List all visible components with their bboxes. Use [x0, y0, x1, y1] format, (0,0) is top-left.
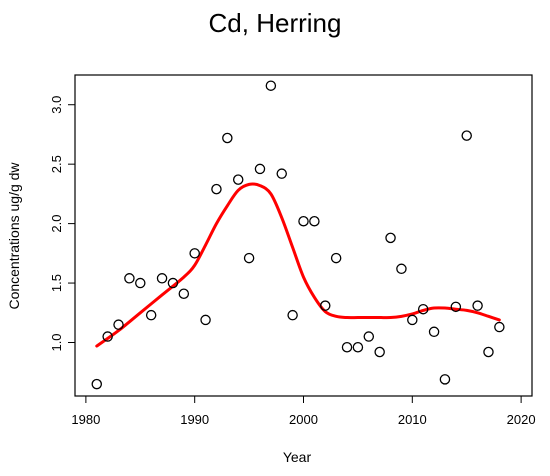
data-point: [341, 342, 353, 353]
data-point: [483, 346, 494, 358]
data-point: [428, 326, 440, 338]
data-point: [494, 321, 505, 333]
data-point: [124, 273, 135, 284]
data-point: [385, 232, 396, 244]
data-point: [320, 300, 331, 311]
data-point: [200, 314, 211, 326]
data-point: [189, 248, 200, 259]
data-point: [450, 301, 462, 313]
trend-line: [95, 182, 501, 348]
x-axis-label: Year: [283, 449, 312, 465]
chart-title: Cd, Herring: [208, 8, 342, 38]
data-point: [156, 273, 168, 284]
data-point: [145, 309, 157, 321]
data-point: [178, 288, 190, 300]
data-point: [232, 174, 244, 185]
data-point: [298, 215, 309, 227]
data-point: [102, 331, 113, 342]
x-tick-label: 2010: [398, 412, 427, 427]
data-point: [91, 378, 103, 390]
x-tick-label: 1980: [71, 412, 100, 427]
y-tick-label: 1.0: [49, 333, 64, 351]
data-point: [135, 277, 146, 289]
x-tick-label: 2020: [507, 412, 536, 427]
data-point: [254, 163, 266, 175]
x-tick-label: 2000: [289, 412, 318, 427]
y-tick-label: 3.0: [49, 96, 64, 114]
data-point: [472, 300, 483, 311]
data-point: [167, 277, 179, 289]
data-point: [461, 130, 472, 141]
data-point: [330, 252, 342, 264]
data-point: [407, 314, 418, 326]
y-axis: 1.0 1.5 2.0 2.5 3.0: [49, 96, 75, 352]
data-point: [396, 263, 407, 275]
data-point: [374, 346, 385, 358]
smooth-trend-series: [95, 182, 501, 348]
data-point: [211, 183, 222, 195]
data-point: [276, 168, 287, 179]
data-point: [287, 309, 298, 321]
data-point: [352, 342, 364, 353]
data-point: [439, 374, 451, 385]
data-point: [265, 80, 277, 91]
y-axis-label: Concentrations ug/g dw: [6, 162, 22, 310]
x-tick-label: 1990: [180, 412, 209, 427]
data-point: [243, 252, 255, 264]
plot-frame: [74, 74, 533, 397]
observations-series: [91, 80, 505, 390]
data-point: [113, 319, 124, 330]
data-point: [417, 303, 429, 315]
y-tick-label: 2.5: [49, 155, 64, 173]
x-axis: 1980 1990 2000 2010 2020: [71, 396, 536, 427]
data-point: [309, 215, 320, 227]
data-point: [222, 132, 233, 144]
y-tick-label: 1.5: [49, 274, 64, 292]
data-point: [363, 331, 375, 342]
y-tick-label: 2.0: [49, 215, 64, 233]
